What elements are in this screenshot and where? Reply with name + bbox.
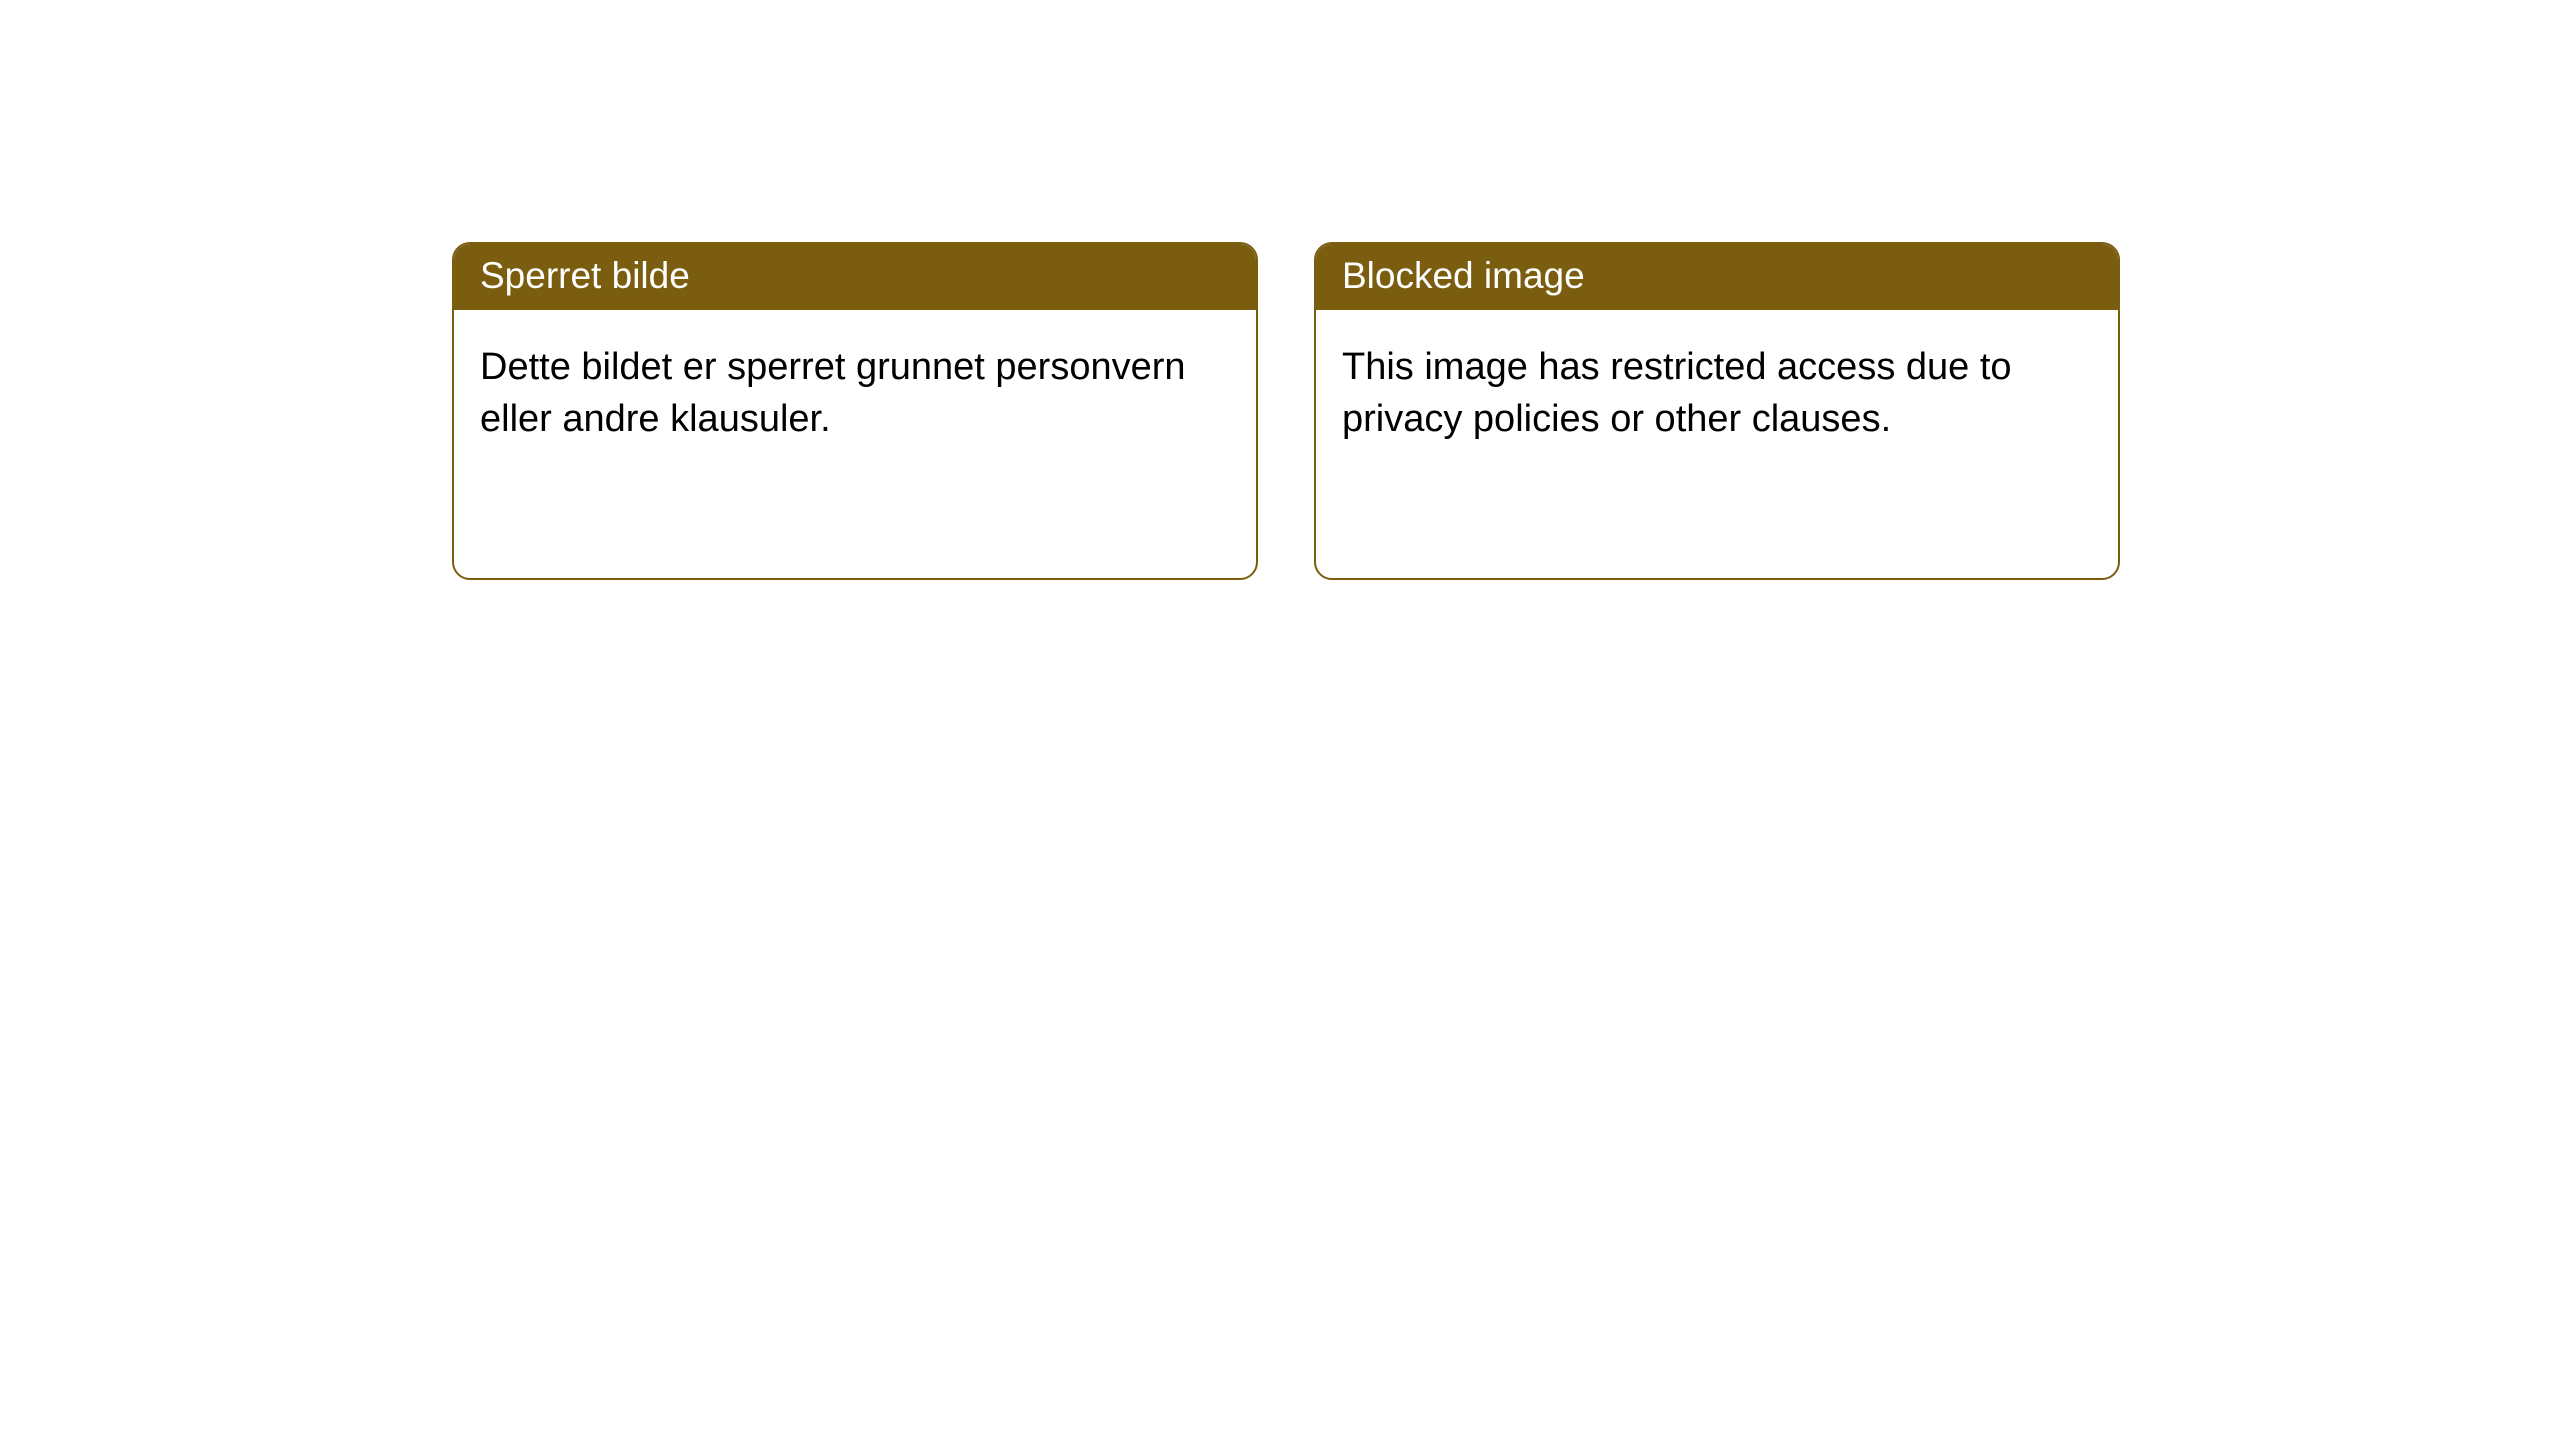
notice-card-body-english: This image has restricted access due to … xyxy=(1316,310,2118,465)
notice-card-english: Blocked image This image has restricted … xyxy=(1314,242,2120,580)
notice-card-norwegian: Sperret bilde Dette bildet er sperret gr… xyxy=(452,242,1258,580)
notice-card-title-english: Blocked image xyxy=(1316,244,2118,310)
blocked-image-notices: Sperret bilde Dette bildet er sperret gr… xyxy=(452,242,2120,580)
notice-card-body-norwegian: Dette bildet er sperret grunnet personve… xyxy=(454,310,1256,465)
notice-card-title-norwegian: Sperret bilde xyxy=(454,244,1256,310)
